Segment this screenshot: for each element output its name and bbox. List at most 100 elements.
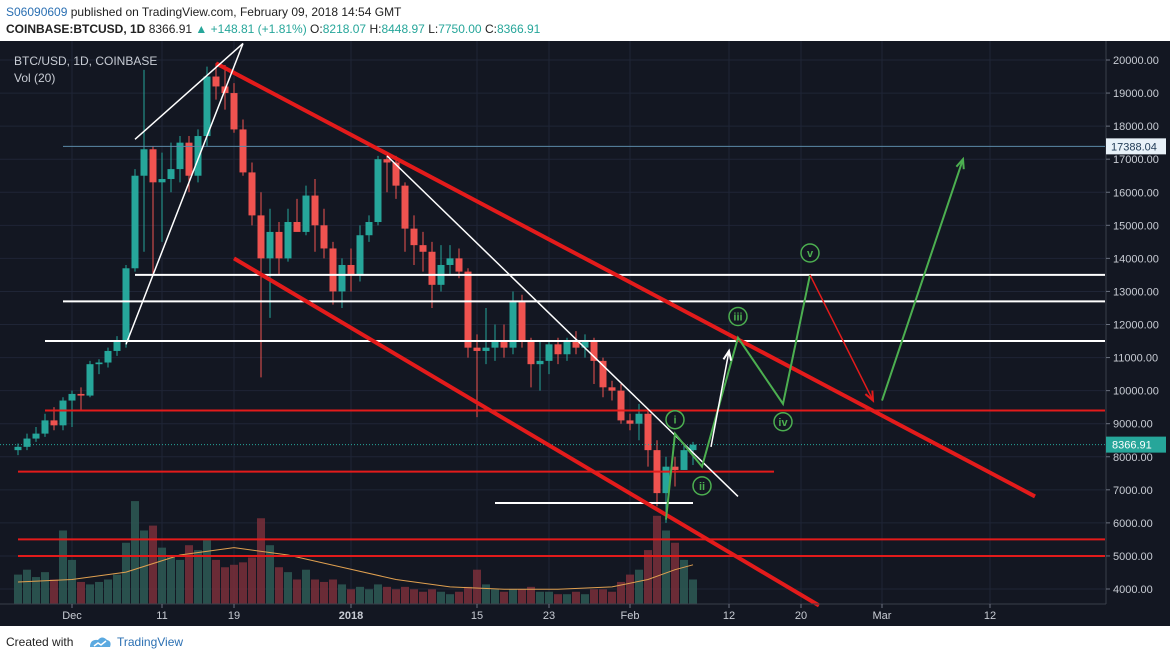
projection-white-arrow [710, 350, 730, 447]
volume-bar [284, 572, 292, 604]
volume-bar [311, 579, 319, 604]
volume-bar [203, 540, 211, 604]
candle-body [14, 446, 22, 451]
volume-bar [473, 569, 481, 604]
volume-bar [401, 586, 409, 604]
arrowhead-icon [955, 156, 965, 170]
author-link[interactable]: S06090609 [6, 5, 68, 19]
candle-body [347, 264, 355, 275]
candle-body [617, 390, 625, 421]
open-label: O: [310, 22, 323, 36]
price-tick-label: 15000.00 [1113, 220, 1159, 232]
volume-bar [662, 530, 670, 604]
candle-body [500, 341, 508, 348]
volume-bar [536, 591, 544, 604]
volume-bar [689, 579, 697, 604]
volume-bar [158, 547, 166, 604]
candle-body [284, 222, 292, 259]
candle-body [41, 420, 49, 434]
candle-body [86, 364, 94, 396]
time-tick-label: 12 [723, 610, 735, 622]
volume-bar [104, 579, 112, 604]
candle-body [113, 341, 121, 351]
volume-bar [59, 530, 67, 604]
candle-body [167, 169, 175, 180]
volume-bar [518, 589, 526, 604]
last-price-box [1106, 436, 1166, 453]
volume-bar [392, 589, 400, 604]
candles [14, 63, 697, 523]
candle-body [140, 149, 148, 176]
candle-body [446, 258, 454, 265]
candle-body [473, 347, 481, 351]
volume-bar [374, 584, 382, 604]
volume-bar [446, 594, 454, 604]
candle-body [464, 271, 472, 348]
volume-ma-line [17, 547, 694, 590]
volume-bar [185, 545, 193, 604]
chart-area[interactable]: i ii iii iv v 4000.00 5000.00 6000.00 7000.00 80… [0, 41, 1170, 626]
tradingview-logo-icon[interactable] [88, 635, 112, 651]
volume-bar [176, 559, 184, 604]
candle-body [383, 159, 391, 163]
volume-bar [581, 594, 589, 604]
volume-bar [599, 589, 607, 604]
arrowhead-icon [722, 348, 733, 361]
publish-info: S06090609 published on TradingView.com, … [6, 2, 1170, 22]
volume-bar [23, 569, 31, 604]
volume-bar [248, 557, 256, 604]
candle-body [158, 179, 166, 183]
volume-bar [635, 569, 643, 604]
candle-body [320, 225, 328, 249]
volume-bar [365, 589, 373, 604]
marked-level-label: 17388.04 [1111, 141, 1157, 153]
candle-body [248, 172, 256, 216]
volume-bar [230, 564, 238, 604]
candle-body [509, 301, 517, 348]
candle-body [329, 248, 337, 292]
wave-label-circle [728, 306, 748, 327]
candle-body [680, 450, 688, 470]
volume-bar [545, 591, 553, 604]
candle-body [122, 268, 130, 342]
volume-bar [293, 579, 301, 604]
candle-body [608, 387, 616, 391]
price-tick-label: 7000.00 [1113, 485, 1153, 497]
volume-bar [383, 586, 391, 604]
volume-bar [590, 589, 598, 604]
wave-label-circle [692, 476, 712, 496]
volume-bar [167, 555, 175, 604]
candle-body [230, 93, 238, 130]
time-tick-label: 23 [543, 610, 555, 622]
volume-bar [257, 518, 265, 604]
tradingview-link[interactable]: TradingView [117, 635, 184, 649]
candle-body [455, 258, 463, 272]
time-tick-label: Dec [62, 610, 82, 622]
volume-bar [608, 591, 616, 604]
volume-ma [17, 547, 694, 590]
candle-body [212, 76, 220, 87]
candle-body [32, 433, 40, 439]
candle-body [302, 195, 310, 232]
high-value: 8448.97 [381, 22, 425, 36]
volume-bar [653, 515, 661, 604]
wave-label-circle [665, 409, 685, 430]
candle-body [563, 341, 571, 355]
candle-body [104, 350, 112, 363]
volume-bar [131, 501, 139, 604]
volume-bar [482, 584, 490, 604]
candle-body [59, 400, 67, 426]
price-tick-label: 4000.00 [1113, 584, 1153, 596]
candle-body [185, 142, 193, 176]
low-label: L: [428, 22, 439, 36]
volume-bar [554, 594, 562, 604]
price-tick-label: 20000.00 [1113, 55, 1159, 67]
candle-body [176, 142, 184, 170]
candle-body [536, 360, 544, 365]
volume-bar [275, 567, 283, 604]
arrowhead-icon [864, 390, 875, 403]
candle-body [527, 341, 535, 365]
candle-body [689, 444, 697, 451]
